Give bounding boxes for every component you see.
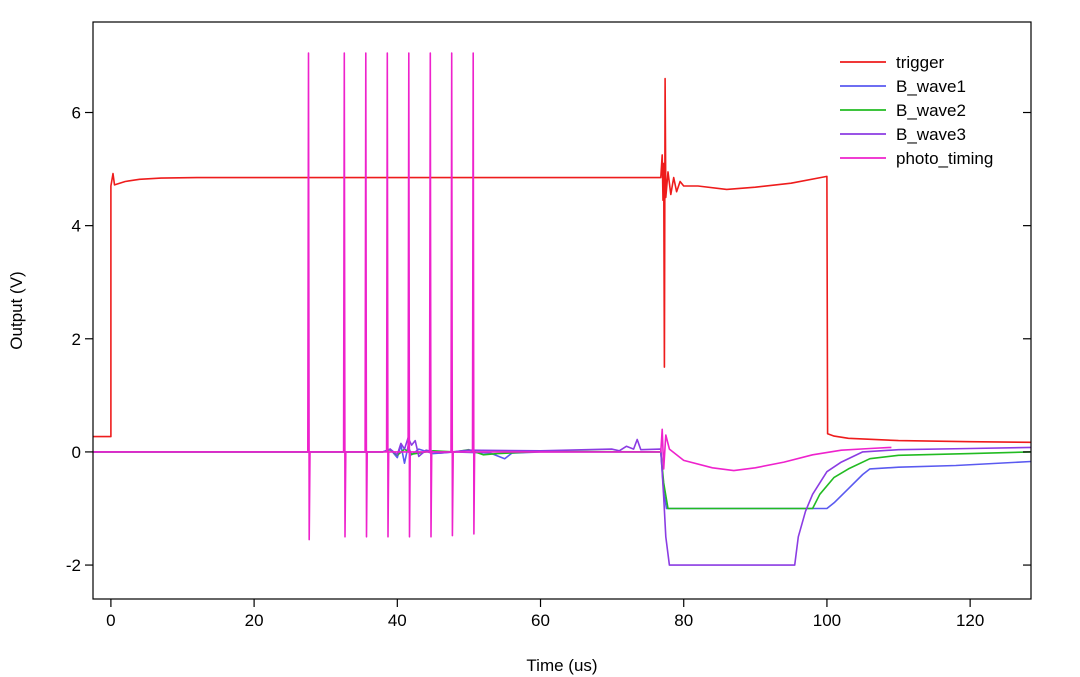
y-tick-label: 2 (72, 330, 81, 349)
legend: trigger B_wave1 B_wave2 B_wave3 photo_timing (840, 53, 993, 168)
legend-label-trigger: trigger (896, 53, 945, 72)
legend-label-B-wave2: B_wave2 (896, 101, 966, 120)
series-line-photo-timing (93, 52, 892, 541)
plot-series-group (93, 52, 1032, 566)
y-tick-label: 4 (72, 217, 81, 236)
series-line-trigger (93, 77, 1032, 444)
x-tick-label: 40 (388, 611, 407, 630)
x-tick-label: 60 (531, 611, 550, 630)
x-tick-label: 20 (245, 611, 264, 630)
y-tick-label: 6 (72, 104, 81, 123)
y-axis-title: Output (V) (7, 271, 26, 349)
series-line-B-wave3 (93, 436, 1032, 566)
legend-label-B-wave1: B_wave1 (896, 77, 966, 96)
x-axis-title: Time (us) (526, 656, 597, 675)
series-line-B-wave2 (93, 448, 1032, 510)
series-line-B-wave1 (93, 444, 1032, 510)
legend-label-B-wave3: B_wave3 (896, 125, 966, 144)
x-tick-label: 120 (956, 611, 984, 630)
legend-label-photo-timing: photo_timing (896, 149, 993, 168)
x-tick-label: 0 (106, 611, 115, 630)
plot-frame (92, 21, 1032, 600)
x-axis: 0 20 40 60 80 100 120 (106, 599, 984, 630)
y-tick-label: -2 (66, 556, 81, 575)
y-axis: -2 0 2 4 6 (66, 104, 1031, 575)
x-tick-label: 80 (674, 611, 693, 630)
x-tick-label: 100 (813, 611, 841, 630)
y-tick-label: 0 (72, 443, 81, 462)
